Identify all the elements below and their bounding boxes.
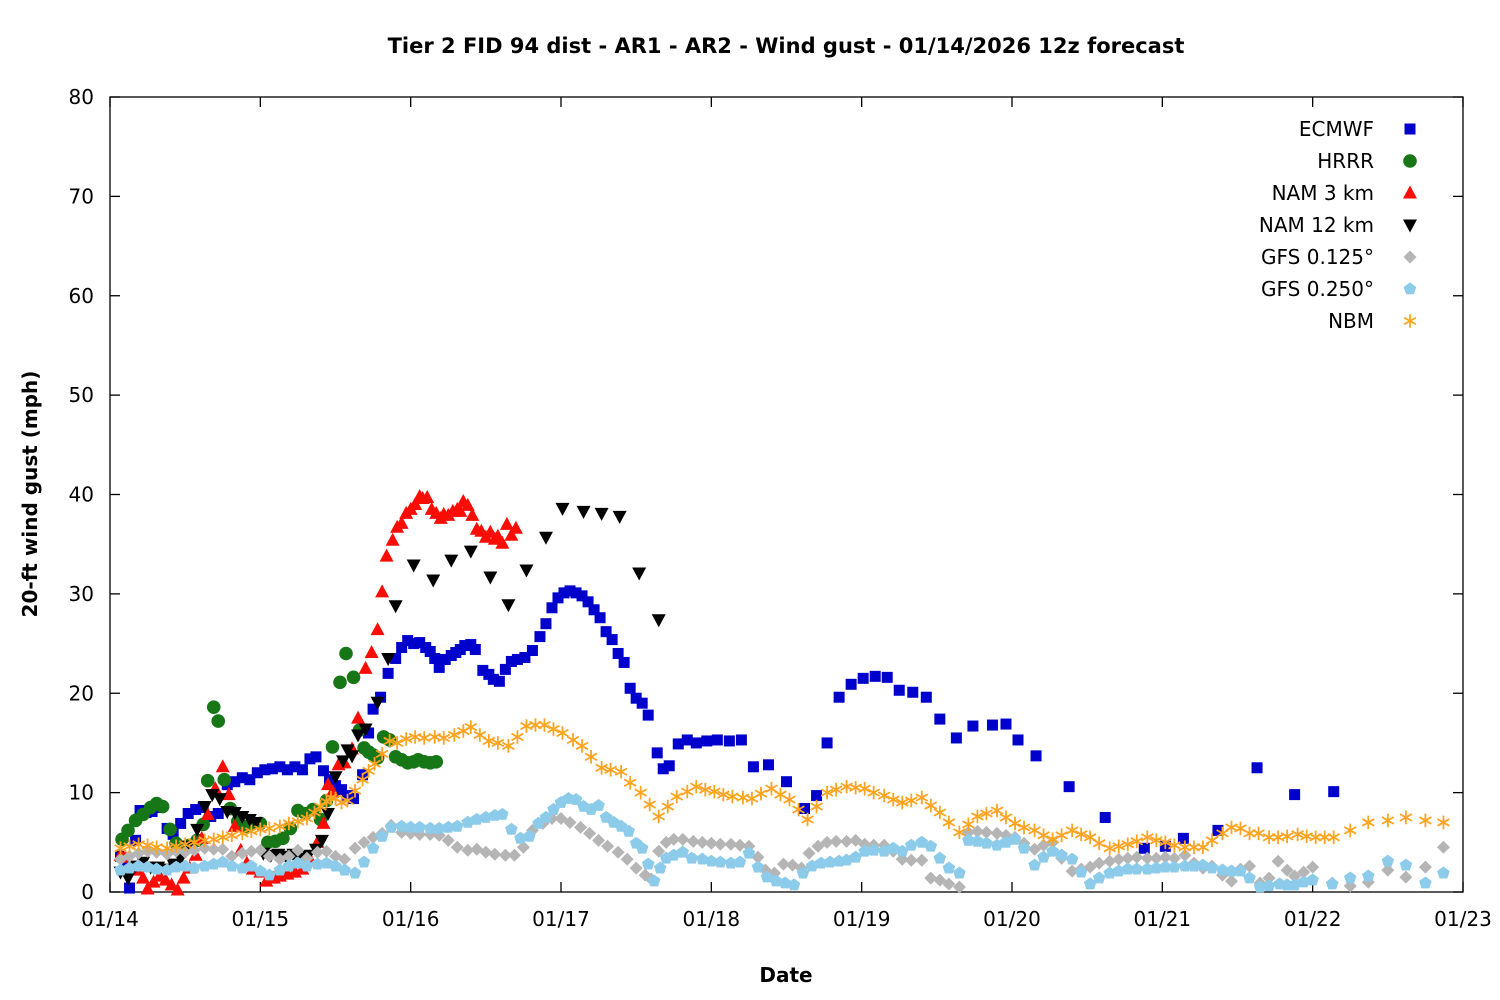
- legend-label-nam-3-km: NAM 3 km: [1271, 181, 1374, 205]
- x-tick-label: 01/15: [232, 907, 290, 931]
- legend-item-gfs-0-125: GFS 0.125°: [1259, 241, 1422, 273]
- y-tick-label: 0: [81, 880, 94, 904]
- legend-item-gfs-0-250: GFS 0.250°: [1259, 273, 1422, 305]
- x-tick-label: 01/23: [1434, 907, 1492, 931]
- x-tick-label: 01/19: [833, 907, 891, 931]
- legend-item-hrrr: HRRR: [1259, 145, 1422, 177]
- hrrr-marker-icon: [1403, 154, 1417, 168]
- x-tick-label: 01/18: [683, 907, 741, 931]
- legend-label-hrrr: HRRR: [1317, 149, 1374, 173]
- legend-item-ecmwf: ECMWF: [1259, 113, 1422, 145]
- y-tick-label: 60: [69, 284, 94, 308]
- series-nbm: [114, 718, 1450, 856]
- legend-label-nam-12-km: NAM 12 km: [1258, 213, 1374, 237]
- chart-title: Tier 2 FID 94 dist - AR1 - AR2 - Wind gu…: [387, 34, 1185, 58]
- x-axis-label: Date: [759, 963, 813, 987]
- series-gfs-0-125: [114, 811, 1450, 894]
- y-axis-label: 20-ft wind gust (mph): [18, 370, 42, 618]
- y-tick-label: 70: [69, 184, 94, 208]
- legend-label-ecmwf: ECMWF: [1298, 117, 1374, 141]
- x-tick-label: 01/16: [382, 907, 440, 931]
- y-tick-label: 30: [69, 582, 94, 606]
- y-tick-label: 80: [69, 85, 94, 109]
- nbm-marker-icon: [1403, 314, 1417, 328]
- gfs-0-250-marker-icon: [1403, 282, 1417, 295]
- series-hrrr: [115, 646, 444, 855]
- legend-item-nbm: NBM: [1259, 305, 1422, 337]
- y-tick-label: 20: [69, 681, 94, 705]
- nam-12-km-marker-icon: [1403, 219, 1417, 233]
- y-tick-label: 10: [69, 781, 94, 805]
- legend-label-gfs-0-125: GFS 0.125°: [1261, 245, 1374, 269]
- x-tick-label: 01/20: [983, 907, 1041, 931]
- x-tick-label: 01/14: [81, 907, 139, 931]
- series-gfs-0-250: [114, 792, 1450, 893]
- y-tick-label: 50: [69, 383, 94, 407]
- x-tick-label: 01/21: [1134, 907, 1192, 931]
- series-ecmwf: [115, 585, 1340, 894]
- legend-label-gfs-0-250: GFS 0.250°: [1261, 277, 1374, 301]
- y-tick-label: 40: [69, 483, 94, 507]
- x-tick-label: 01/17: [532, 907, 590, 931]
- x-tick-label: 01/22: [1284, 907, 1342, 931]
- legend-item-nam-12-km: NAM 12 km: [1259, 209, 1422, 241]
- gfs-0-125-marker-icon: [1403, 250, 1417, 264]
- legend: ECMWF HRRR NAM 3 km NAM 12 km GFS 0.125° GFS …: [1259, 113, 1422, 337]
- legend-item-nam-3-km: NAM 3 km: [1259, 177, 1422, 209]
- legend-label-nbm: NBM: [1328, 309, 1374, 333]
- ecmwf-marker-icon: [1404, 123, 1416, 135]
- nam-3-km-marker-icon: [1403, 185, 1417, 199]
